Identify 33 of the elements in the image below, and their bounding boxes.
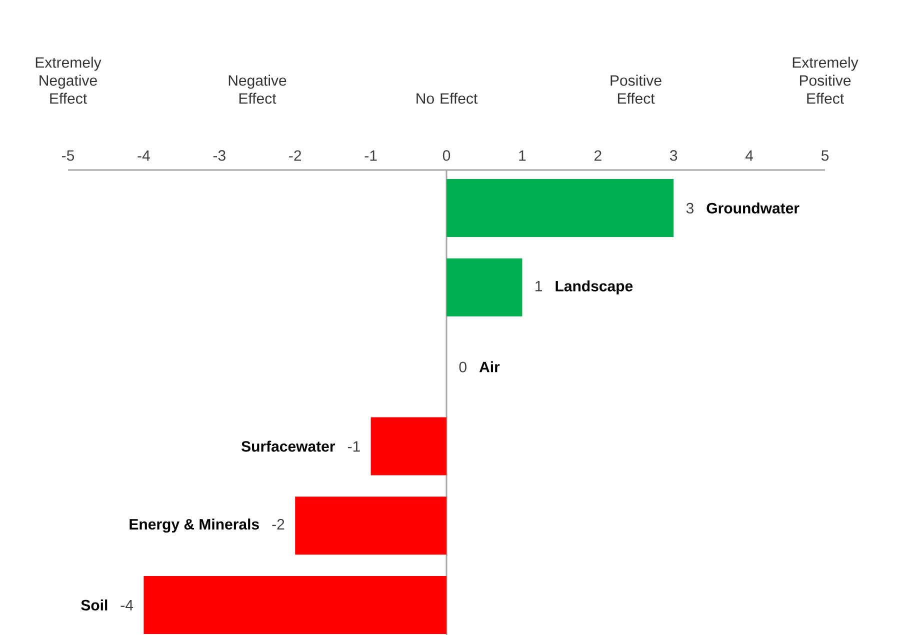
bar xyxy=(370,417,447,476)
data-label: 0 xyxy=(459,362,466,372)
x-tick-label: -1 xyxy=(364,150,377,161)
y-tick-label: Energy & Minerals xyxy=(130,518,259,533)
bar xyxy=(295,496,447,555)
x-tick-label: 3 xyxy=(670,150,678,161)
x-tick-label: 0 xyxy=(442,150,450,161)
x-tick-label: 2 xyxy=(594,150,602,161)
x-tick-label: -2 xyxy=(289,150,302,161)
bar xyxy=(144,576,447,634)
bar xyxy=(446,258,522,316)
y-tick-label: Surfacewater xyxy=(241,440,336,452)
text: Negative Effect xyxy=(228,74,286,104)
data-label: 3 xyxy=(686,202,694,214)
bar xyxy=(446,179,674,237)
x-tick-label: 5 xyxy=(821,150,829,161)
x-tick-label: 1 xyxy=(519,150,526,161)
y-tick-label: Groundwater xyxy=(706,202,800,214)
text: Positive Effect xyxy=(610,74,662,104)
y-tick-label: Air xyxy=(479,361,500,372)
y-tick-label: Landscape xyxy=(556,280,633,294)
text: Extremely Negative Effect xyxy=(36,56,102,104)
data-label: -1 xyxy=(348,441,360,452)
x-tick-label: -5 xyxy=(62,150,74,161)
x-tick-label: -4 xyxy=(138,150,150,161)
x-tick-label: 4 xyxy=(745,150,754,161)
y-tick-label: Soil xyxy=(81,599,108,611)
text: Extremely Positive Effect xyxy=(792,56,858,104)
x-tick-label: -3 xyxy=(213,150,226,161)
data-label: -2 xyxy=(272,518,284,530)
text: No Effect xyxy=(416,92,478,104)
data-label: -4 xyxy=(120,600,134,610)
data-label: 1 xyxy=(536,280,542,292)
